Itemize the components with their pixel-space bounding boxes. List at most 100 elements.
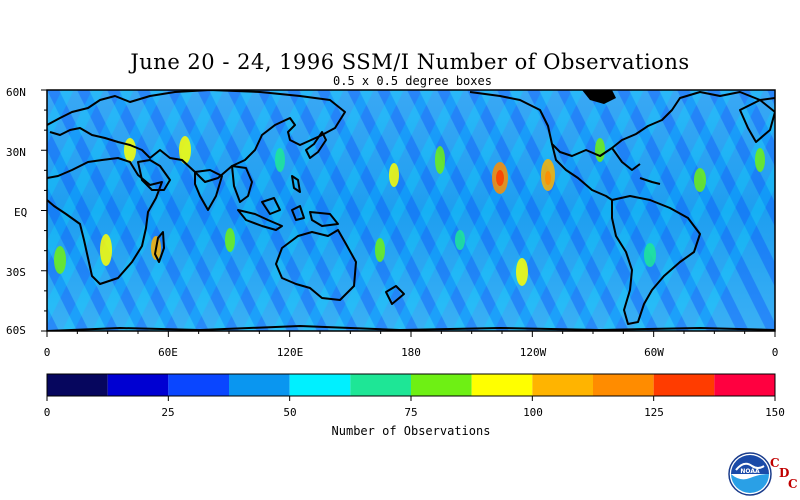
orbit-swath [572, 90, 704, 331]
orbit-swath [272, 90, 404, 331]
observation-hotspot [275, 148, 285, 172]
lon-label-0-left: 0 [43, 346, 51, 359]
orbit-swath [77, 90, 209, 331]
orbit-swath [317, 90, 449, 331]
orbit-swath [692, 164, 775, 331]
observation-hotspot [389, 163, 399, 187]
orbit-swath [332, 90, 464, 331]
orbit-swath [122, 90, 254, 331]
observation-hotspot [179, 136, 191, 164]
colorbar-tick-0: 0 [43, 406, 51, 419]
orbit-swath [47, 90, 134, 265]
observation-hotspot [225, 228, 235, 252]
orbit-swath [677, 90, 775, 287]
orbit-swath [47, 126, 149, 331]
lat-label-60n: 60N [6, 86, 26, 99]
orbit-swath [137, 90, 269, 331]
orbit-swath [302, 90, 434, 331]
page-title: June 20 - 24, 1996 SSM/I Number of Obser… [130, 50, 690, 74]
colorbar-tick-75: 75 [404, 406, 418, 419]
colorbar-tick-25: 25 [161, 406, 175, 419]
orbit-swath [632, 90, 764, 331]
lon-label-120w: 120W [519, 346, 547, 359]
observation-hotspot [375, 238, 385, 262]
orbit-swath [587, 90, 719, 331]
colorbar-title: Number of Observations [331, 424, 491, 438]
colorbar-segment [471, 374, 533, 396]
observation-hotspot [516, 258, 528, 286]
lon-label-60e: 60E [158, 346, 178, 359]
cdc-letter-c2: C [788, 477, 798, 491]
lon-label-60w: 60W [644, 346, 664, 359]
orbit-swath [242, 90, 374, 331]
lat-label-60s: 60S [6, 324, 26, 337]
colorbar-segment [107, 374, 169, 396]
orbit-swath [707, 90, 775, 227]
orbit-swath [0, 90, 14, 331]
colorbar-segment [593, 374, 654, 396]
colorbar-segment [411, 374, 472, 396]
lon-label-120e: 120E [276, 346, 304, 359]
lat-label-30n: 30N [6, 146, 26, 159]
lat-label-30s: 30S [6, 266, 26, 279]
orbit-swath [392, 90, 524, 331]
observation-hotspot [100, 234, 112, 266]
arctic-land [582, 90, 616, 104]
colorbar-segment [168, 374, 229, 396]
colorbar-segment [714, 374, 775, 396]
orbit-swath [47, 90, 74, 145]
observation-hotspot [694, 168, 706, 192]
colorbar-segment [47, 374, 108, 396]
observation-hotspot [595, 138, 605, 162]
colorbar-segment [532, 374, 593, 396]
orbit-swath [47, 306, 59, 331]
orbit-swath [497, 90, 629, 331]
orbit-swath [467, 90, 599, 331]
observation-hotspot [455, 230, 465, 250]
orbit-swath [662, 104, 775, 331]
observation-hotspot [435, 146, 445, 174]
cdc-letter-c1: C [770, 456, 780, 470]
orbit-swath [362, 90, 494, 331]
colorbar-segment [653, 374, 715, 396]
observation-hotspot [124, 138, 136, 162]
colorbar-tick-125: 125 [644, 406, 664, 419]
orbit-swath [347, 90, 479, 331]
colorbar [46, 373, 776, 401]
orbit-swath [422, 90, 554, 331]
orbit-swath [197, 90, 329, 331]
colorbar-tick-50: 50 [283, 406, 297, 419]
orbit-swath [542, 90, 674, 331]
coastlines [47, 90, 775, 331]
orbit-swath [47, 246, 89, 331]
orbit-swath [482, 90, 614, 331]
cdc-letter-d: D [779, 466, 790, 480]
observation-hotspot [545, 171, 551, 185]
lat-label-eq: EQ [14, 206, 28, 219]
orbit-swath [737, 90, 775, 167]
orbit-swath [47, 90, 179, 331]
orbit-swath [602, 90, 734, 331]
orbit-swath [647, 90, 775, 331]
lon-label-0-right: 0 [771, 346, 779, 359]
colorbar-tick-100: 100 [523, 406, 543, 419]
lon-label-180: 180 [401, 346, 421, 359]
orbit-swath [47, 90, 104, 205]
page-subtitle: 0.5 x 0.5 degree boxes [333, 74, 492, 88]
noaa-logo-icon: NOAA [728, 452, 772, 496]
map-field [0, 90, 775, 331]
colorbar-segment [229, 374, 290, 396]
colorbar-segment [289, 374, 351, 396]
observation-hotspot [54, 246, 66, 274]
orbit-swath [167, 90, 299, 331]
orbit-swath [152, 90, 284, 331]
noaa-logo-text: NOAA [740, 468, 760, 475]
orbit-swath [437, 90, 569, 331]
orbit-swath [452, 90, 584, 331]
orbit-swath [377, 90, 509, 331]
colorbar-segment [350, 374, 411, 396]
orbit-swath [47, 186, 119, 331]
orbit-swath [557, 90, 689, 331]
orbit-swath [617, 90, 749, 331]
